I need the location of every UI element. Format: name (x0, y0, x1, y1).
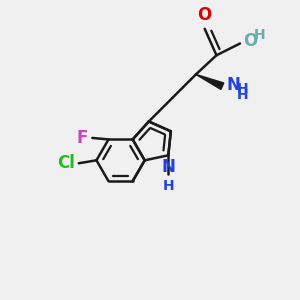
Text: H: H (236, 82, 248, 96)
Text: H: H (236, 88, 248, 102)
Polygon shape (196, 74, 224, 89)
Text: N: N (227, 76, 241, 94)
Text: F: F (76, 129, 88, 147)
Text: N: N (161, 158, 175, 176)
Text: O: O (198, 5, 212, 23)
Text: H: H (163, 179, 174, 193)
Text: O: O (244, 32, 258, 50)
Text: H: H (254, 28, 266, 42)
Text: Cl: Cl (57, 154, 75, 172)
